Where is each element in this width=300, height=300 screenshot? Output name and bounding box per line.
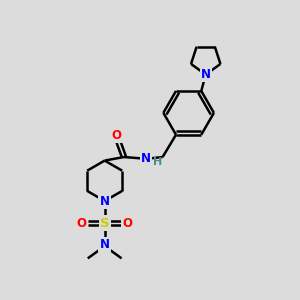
- Text: O: O: [112, 129, 122, 142]
- Text: N: N: [141, 152, 151, 165]
- Text: O: O: [77, 217, 87, 230]
- Text: O: O: [123, 217, 133, 230]
- Text: S: S: [100, 217, 110, 230]
- Text: N: N: [201, 68, 211, 81]
- Text: N: N: [100, 238, 110, 251]
- Text: N: N: [100, 194, 110, 208]
- Text: H: H: [153, 157, 162, 167]
